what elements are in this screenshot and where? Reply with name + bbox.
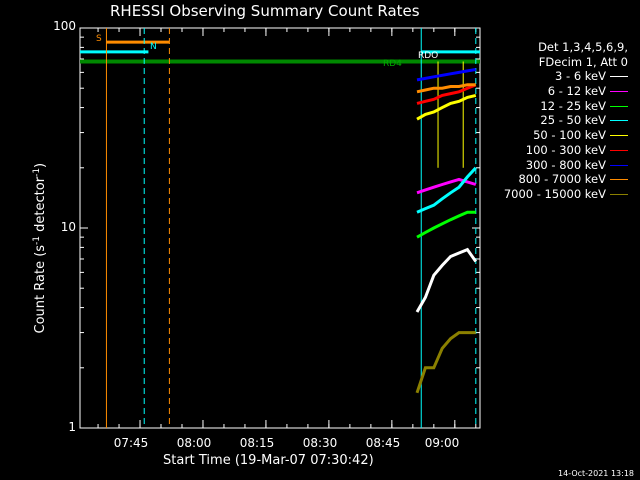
- legend-item: 300 - 800 keV: [478, 158, 630, 173]
- x-tick-label: 08:15: [239, 436, 275, 450]
- y-tick-label: 1: [68, 420, 76, 434]
- y-axis-label: Count Rate (s-1 detector-1): [31, 162, 49, 334]
- legend-swatch: [610, 120, 628, 122]
- legend-header-2: FDecim 1, Att 0: [538, 54, 628, 69]
- legend-item: 3 - 6 keV: [478, 69, 630, 84]
- chart-title: RHESSI Observing Summary Count Rates: [110, 2, 420, 20]
- legend-swatch: [610, 164, 628, 166]
- series-line-3: [416, 166, 477, 214]
- legend-label: 25 - 50 keV: [540, 113, 606, 128]
- x-tick-label: 08:00: [176, 436, 212, 450]
- y-tick-label: 100: [53, 19, 76, 33]
- annotation-n: N: [150, 42, 157, 52]
- legend-swatch: [610, 135, 628, 137]
- legend-swatch: [610, 76, 628, 78]
- series-line-1: [416, 177, 477, 195]
- series-line-7: [416, 83, 476, 94]
- legend: Det 1,3,4,5,6,9, FDecim 1, Att 0 3 - 6 k…: [478, 40, 630, 202]
- legend-swatch: [610, 105, 628, 107]
- legend-label: 800 - 7000 keV: [518, 172, 606, 187]
- legend-item: 50 - 100 keV: [478, 128, 630, 143]
- x-tick-label: 08:30: [302, 436, 338, 450]
- series-line-0: [415, 247, 478, 313]
- legend-label: 3 - 6 keV: [555, 69, 606, 84]
- legend-swatch: [610, 193, 628, 195]
- series-group: [415, 68, 478, 394]
- legend-label: 300 - 800 keV: [525, 157, 606, 172]
- annotation-rd4: RD4: [383, 59, 402, 69]
- x-axis-label: Start Time (19-Mar-07 07:30:42): [163, 453, 374, 468]
- legend-item: 800 - 7000 keV: [478, 172, 630, 187]
- legend-swatch: [610, 179, 628, 181]
- legend-label: 12 - 25 keV: [540, 98, 606, 113]
- legend-header-1: Det 1,3,4,5,6,9,: [538, 40, 628, 54]
- annotation-s: S: [96, 34, 102, 44]
- legend-swatch: [610, 91, 628, 93]
- legend-item: 25 - 50 keV: [478, 113, 630, 128]
- legend-swatch: [610, 149, 628, 151]
- legend-label: 100 - 300 keV: [525, 142, 606, 157]
- x-tick-label: 09:00: [424, 436, 460, 450]
- reference-lines: [80, 28, 480, 428]
- y-tick-label: 10: [60, 220, 76, 234]
- legend-item: 100 - 300 keV: [478, 143, 630, 158]
- timestamp: 14-Oct-2021 13:18: [558, 469, 634, 478]
- legend-item: 6 - 12 keV: [478, 84, 630, 99]
- legend-item: 7000 - 15000 keV: [478, 187, 630, 202]
- series-line-5: [416, 83, 477, 105]
- series-line-8: [415, 331, 476, 394]
- legend-item: 12 - 25 keV: [478, 99, 630, 114]
- legend-label: 6 - 12 keV: [547, 84, 606, 99]
- series-line-6: [416, 68, 477, 82]
- series-line-4: [416, 93, 477, 121]
- x-tick-label: 07:45: [113, 436, 149, 450]
- x-tick-label: 08:45: [365, 436, 401, 450]
- axes: [79, 27, 481, 429]
- legend-label: 50 - 100 keV: [533, 128, 606, 143]
- series-line-2: [416, 210, 476, 239]
- annotation-rdo: RDO: [418, 51, 439, 61]
- plot-frame: [79, 27, 481, 429]
- legend-label: 7000 - 15000 keV: [503, 186, 606, 201]
